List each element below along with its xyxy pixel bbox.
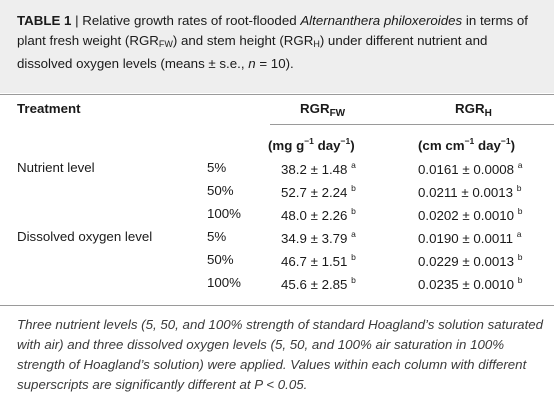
level-text: 50% bbox=[207, 252, 234, 267]
header-treatment: Treatment bbox=[17, 101, 81, 116]
unit-text: (mg g bbox=[268, 138, 305, 153]
row-rgr-h: 0.0202 ± 0.0010 b bbox=[418, 206, 522, 223]
h-value: 0.0229 ± 0.0013 bbox=[418, 254, 515, 269]
unit-text: ) bbox=[510, 138, 516, 153]
h-superscript: b bbox=[517, 252, 523, 262]
unit-text: day bbox=[474, 138, 501, 153]
header-rgr-text: RGR bbox=[455, 101, 485, 116]
unit-exponent: −1 bbox=[340, 136, 351, 146]
fw-value: 48.0 ± 2.26 bbox=[281, 208, 348, 223]
unit-exponent: −1 bbox=[464, 136, 475, 146]
fw-value: 45.6 ± 2.85 bbox=[281, 277, 348, 292]
row-rgr-h: 0.0229 ± 0.0013 b bbox=[418, 252, 522, 269]
species-name: Alternanthera philoxeroides bbox=[300, 13, 463, 28]
row-level: 100% bbox=[207, 275, 241, 290]
row-level: 50% bbox=[207, 252, 234, 267]
fw-value: 46.7 ± 1.51 bbox=[281, 254, 348, 269]
caption-text: ) under different nutrient and dissolved… bbox=[17, 33, 488, 71]
h-superscript: b bbox=[517, 275, 523, 285]
row-group-label: Nutrient level bbox=[17, 160, 95, 175]
caption-subscript: FW bbox=[158, 39, 173, 49]
table-footnote: Three nutrient levels (5, 50, and 100% s… bbox=[17, 317, 544, 392]
caption-n: n bbox=[248, 56, 256, 71]
fw-superscript: b bbox=[351, 275, 356, 285]
unit-h: (cm cm−1 day−1) bbox=[418, 136, 515, 153]
h-value: 0.0161 ± 0.0008 bbox=[418, 162, 515, 177]
row-level: 100% bbox=[207, 206, 241, 221]
group-text: Nutrient level bbox=[17, 160, 95, 175]
row-level: 5% bbox=[207, 160, 226, 175]
row-rgr-fw: 52.7 ± 2.24 b bbox=[281, 183, 356, 200]
group-text: Dissolved oxygen level bbox=[17, 229, 153, 244]
fw-value: 52.7 ± 2.24 bbox=[281, 185, 348, 200]
level-text: 5% bbox=[207, 229, 227, 244]
caption-text: Relative growth rates of root-flooded bbox=[82, 13, 301, 28]
h-value: 0.0190 ± 0.0011 bbox=[418, 231, 514, 246]
level-text: 5% bbox=[207, 160, 227, 175]
bottom-rule bbox=[0, 305, 554, 306]
fw-superscript: b bbox=[351, 206, 356, 216]
row-rgr-fw: 38.2 ± 1.48 a bbox=[281, 160, 356, 177]
row-level: 5% bbox=[207, 229, 226, 244]
caption-text: in terms of plant fresh weight (RGR bbox=[17, 13, 528, 48]
unit-exponent: −1 bbox=[304, 136, 314, 146]
h-value: 0.0211 ± 0.0013 bbox=[418, 185, 514, 200]
header-subscript: H bbox=[484, 108, 492, 119]
header-rgr-fw: RGRFW bbox=[300, 101, 345, 119]
fw-superscript: a bbox=[351, 160, 356, 170]
level-text: 50% bbox=[207, 183, 234, 198]
h-superscript: b bbox=[516, 183, 522, 193]
row-rgr-h: 0.0235 ± 0.0010 b bbox=[418, 275, 522, 292]
row-level: 50% bbox=[207, 183, 234, 198]
unit-text: day bbox=[313, 138, 341, 153]
level-text: 100% bbox=[207, 275, 242, 290]
header-rgr-text: RGR bbox=[300, 101, 330, 116]
row-group-label: Dissolved oxygen level bbox=[17, 229, 152, 244]
top-rule bbox=[0, 94, 554, 95]
unit-text: ) bbox=[350, 138, 355, 153]
row-rgr-fw: 46.7 ± 1.51 b bbox=[281, 252, 356, 269]
caption-separator: | bbox=[71, 13, 83, 28]
row-rgr-h: 0.0190 ± 0.0011 a bbox=[418, 229, 521, 246]
unit-text: (cm cm bbox=[418, 138, 465, 153]
row-rgr-h: 0.0211 ± 0.0013 b bbox=[418, 183, 521, 200]
header-sub-rule bbox=[270, 124, 554, 125]
row-rgr-h: 0.0161 ± 0.0008 a bbox=[418, 160, 522, 177]
table-caption: TABLE 1 | Relative growth rates of root-… bbox=[0, 0, 554, 93]
row-rgr-fw: 48.0 ± 2.26 b bbox=[281, 206, 356, 223]
fw-value: 38.2 ± 1.48 bbox=[281, 162, 348, 177]
fw-superscript: a bbox=[351, 229, 356, 239]
fw-superscript: b bbox=[351, 252, 356, 262]
row-rgr-fw: 45.6 ± 2.85 b bbox=[281, 275, 356, 292]
unit-fw: (mg g−1 day−1) bbox=[268, 136, 355, 153]
unit-exponent: −1 bbox=[500, 136, 511, 146]
caption-text: = 10). bbox=[255, 56, 294, 71]
h-value: 0.0235 ± 0.0010 bbox=[418, 277, 515, 292]
table-label: TABLE 1 bbox=[17, 13, 72, 28]
level-text: 100% bbox=[207, 206, 242, 221]
h-value: 0.0202 ± 0.0010 bbox=[418, 208, 515, 223]
fw-value: 34.9 ± 3.79 bbox=[281, 231, 348, 246]
h-superscript: b bbox=[517, 206, 523, 216]
caption-subscript: H bbox=[313, 39, 320, 49]
row-rgr-fw: 34.9 ± 3.79 a bbox=[281, 229, 356, 246]
h-superscript: a bbox=[517, 160, 523, 170]
fw-superscript: b bbox=[351, 183, 356, 193]
header-rgr-h: RGRH bbox=[455, 101, 492, 119]
header-subscript: FW bbox=[329, 108, 346, 119]
caption-text: ) and stem height (RGR bbox=[172, 33, 314, 48]
h-superscript: a bbox=[516, 229, 522, 239]
